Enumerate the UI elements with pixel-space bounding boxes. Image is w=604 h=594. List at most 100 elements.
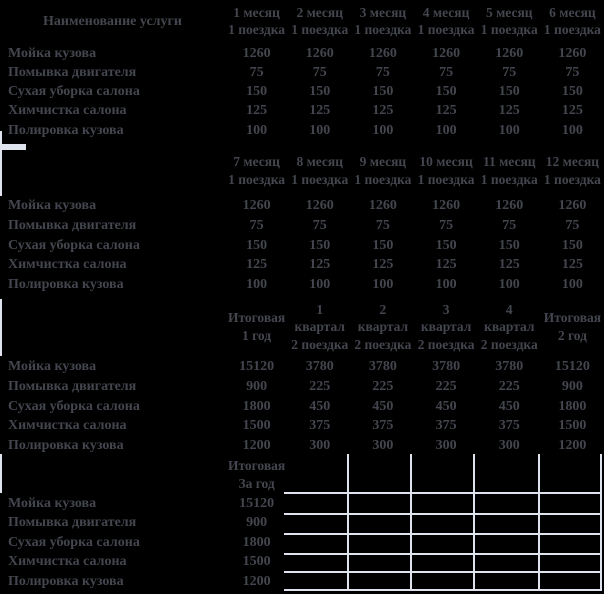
price-cell: 100: [498, 122, 520, 138]
price-cell: 75: [375, 217, 390, 233]
quarter-total-cell: 450: [309, 398, 331, 414]
row-label-service: Полировка кузова: [8, 122, 124, 138]
price-cell: 75: [375, 64, 390, 80]
column-header-quarter: квартал: [294, 319, 345, 334]
price-cell: 150: [372, 237, 394, 253]
price-cell: 125: [561, 103, 583, 119]
price-cell: 1260: [242, 198, 271, 213]
price-cell: 150: [246, 84, 268, 100]
price-cell: 100: [309, 122, 331, 138]
grid-line-vertical: [538, 454, 540, 591]
total-cell: 1200: [242, 573, 271, 589]
row-label-service: Помывка двигателя: [8, 64, 137, 80]
quarter-total-cell: 300: [372, 438, 394, 454]
column-header-quarter: квартал: [420, 319, 472, 334]
column-header-total-year: Итоговая: [227, 458, 286, 473]
row-label-service: Помывка двигателя: [8, 515, 137, 530]
price-cell: 75: [439, 217, 454, 233]
price-cell: 125: [309, 257, 331, 273]
price-cell: 125: [246, 103, 268, 119]
price-cell: 150: [246, 237, 268, 253]
column-header-subtitle: 2 поездка: [480, 336, 538, 352]
price-cell: 1260: [495, 198, 524, 213]
price-cell: 125: [498, 257, 520, 273]
grid-line-horizontal: [284, 571, 601, 573]
column-header-month: 7 месяц: [233, 154, 280, 169]
total-cell: 1800: [242, 534, 271, 550]
price-cell: 150: [561, 84, 583, 100]
column-header-month: 11 месяц: [482, 154, 536, 169]
price-cell: 75: [565, 217, 580, 233]
price-cell: 100: [309, 277, 331, 293]
price-cell: 1260: [242, 45, 271, 61]
column-header-total-year: За год: [238, 476, 275, 491]
quarter-total-cell: 450: [498, 398, 520, 414]
grid-line-vertical: [473, 454, 475, 591]
column-header-subtitle: 1 поездка: [228, 172, 286, 187]
price-cell: 100: [561, 122, 583, 138]
price-cell: 100: [372, 277, 394, 293]
column-header-subtitle: 1 поездка: [354, 172, 412, 187]
column-header-subtitle: 1 поездка: [291, 22, 349, 37]
column-header-subtitle: 1 поездка: [417, 22, 475, 37]
price-cell: 75: [249, 217, 264, 233]
column-header-quarter-number: 1: [316, 301, 324, 317]
column-header-subtitle: 2 поездка: [417, 336, 475, 352]
quarter-total-cell: 450: [435, 398, 457, 414]
price-cell: 100: [561, 277, 583, 293]
grid-line-horizontal: [284, 553, 601, 556]
column-header-quarter-number: 2: [379, 301, 387, 317]
price-cell: 150: [435, 84, 457, 100]
column-header-month: 8 месяц: [296, 154, 344, 169]
quarter-total-cell: 450: [372, 398, 394, 414]
grid-line-left-border: [0, 454, 2, 493]
grid-line-horizontal: [284, 532, 601, 535]
row-label-service: Мойка кузова: [8, 45, 97, 61]
price-cell: 100: [246, 277, 268, 293]
quarter-total-cell: 225: [372, 378, 394, 394]
row-label-service: Химчистка салона: [8, 418, 127, 434]
column-header-month: 10 месяц: [419, 154, 473, 169]
quarter-total-cell: 225: [435, 378, 457, 394]
grid-line-horizontal: [284, 492, 601, 494]
price-cell: 125: [309, 103, 331, 119]
column-header-total-year1: Итоговая: [227, 310, 286, 325]
price-cell: 100: [498, 277, 520, 293]
column-header-subtitle: 1 поездка: [543, 172, 601, 187]
column-header-quarter-number: 3: [442, 301, 450, 317]
total-cell: 1500: [242, 554, 271, 569]
quarter-total-cell: 225: [309, 378, 331, 394]
price-cell: 125: [372, 257, 394, 273]
column-header-month: 4 месяц: [422, 5, 470, 20]
column-header-service-name: Наименование услуги: [43, 14, 182, 29]
price-cell: 1260: [432, 45, 461, 61]
price-cell: 125: [372, 103, 394, 119]
row-label-service: Сухая уборка салона: [8, 398, 140, 414]
row-label-service: Мойка кузова: [8, 495, 97, 511]
column-header-subtitle: 1 поездка: [417, 172, 475, 187]
row-label-service: Сухая уборка салона: [8, 534, 140, 550]
row-label-service: Помывка двигателя: [8, 217, 137, 233]
quarter-total-cell: 3780: [368, 359, 397, 374]
column-header-quarter: квартал: [484, 319, 535, 334]
price-cell: 150: [498, 84, 520, 100]
price-cell: 150: [309, 84, 331, 100]
column-header-subtitle: 1 поездка: [543, 22, 601, 37]
price-cell: 150: [435, 237, 457, 253]
column-header-month: 2 месяц: [296, 5, 344, 20]
price-cell: 150: [372, 84, 394, 100]
row-label-service: Химчистка салона: [8, 103, 127, 119]
quarter-total-cell: 300: [435, 438, 457, 454]
price-cell: 125: [246, 257, 268, 273]
quarter-total-cell: 300: [498, 438, 520, 454]
grid-line-horizontal: [284, 512, 601, 515]
grid-line-corner: [0, 144, 26, 150]
column-header-total-year2: Итоговая: [543, 310, 602, 325]
price-cell: 1260: [368, 198, 397, 213]
price-cell: 100: [435, 277, 457, 293]
row-label-service: Полировка кузова: [8, 277, 124, 293]
